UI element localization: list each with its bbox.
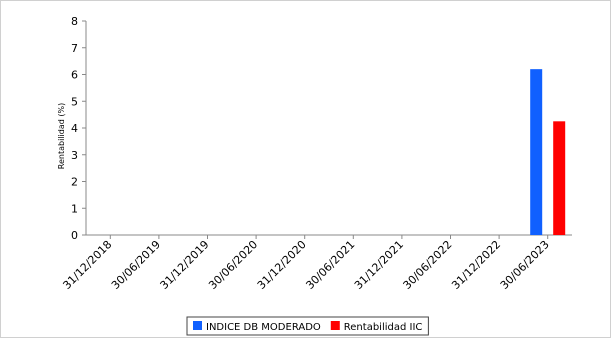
x-tick-label: 31/12/2021 — [352, 238, 406, 292]
x-tick-label: 30/06/2019 — [109, 238, 163, 292]
y-tick-label: 8 — [71, 15, 78, 28]
legend-label-0: INDICE DB MODERADO — [206, 322, 321, 333]
x-tick-label: 30/06/2021 — [303, 238, 357, 292]
x-tick-label: 31/12/2022 — [449, 238, 503, 292]
y-axis-label: Rentabilidad (%) — [57, 103, 66, 169]
bar-1-9 — [553, 121, 566, 235]
x-tick-label: 31/12/2018 — [60, 238, 114, 292]
y-tick-label: 0 — [71, 229, 78, 242]
y-tick-label: 7 — [71, 42, 78, 55]
y-tick-label: 1 — [71, 202, 78, 215]
y-tick-label: 2 — [71, 176, 78, 189]
bars — [530, 69, 566, 236]
y-tick-label: 4 — [71, 122, 78, 135]
legend: INDICE DB MODERADO Rentabilidad IIC — [186, 316, 429, 336]
bar-0-9 — [530, 69, 543, 236]
legend-label-1: Rentabilidad IIC — [344, 322, 423, 333]
x-tick-label: 31/12/2020 — [255, 238, 309, 292]
y-axis-ticks: 0 1 2 3 4 5 6 7 8 — [71, 15, 86, 242]
legend-box — [186, 316, 429, 336]
x-tick-label: 30/06/2023 — [498, 238, 552, 292]
y-tick-label: 5 — [71, 95, 78, 108]
x-axis-ticks: 31/12/201830/06/201931/12/201930/06/2020… — [60, 235, 552, 292]
x-tick-label: 31/12/2019 — [158, 238, 212, 292]
y-tick-label: 6 — [71, 69, 78, 82]
y-tick-label: 3 — [71, 149, 78, 162]
legend-swatch-1 — [330, 321, 340, 330]
x-tick-label: 30/06/2022 — [401, 238, 455, 292]
x-tick-label: 30/06/2020 — [206, 238, 260, 292]
legend-swatch-0 — [193, 321, 202, 330]
